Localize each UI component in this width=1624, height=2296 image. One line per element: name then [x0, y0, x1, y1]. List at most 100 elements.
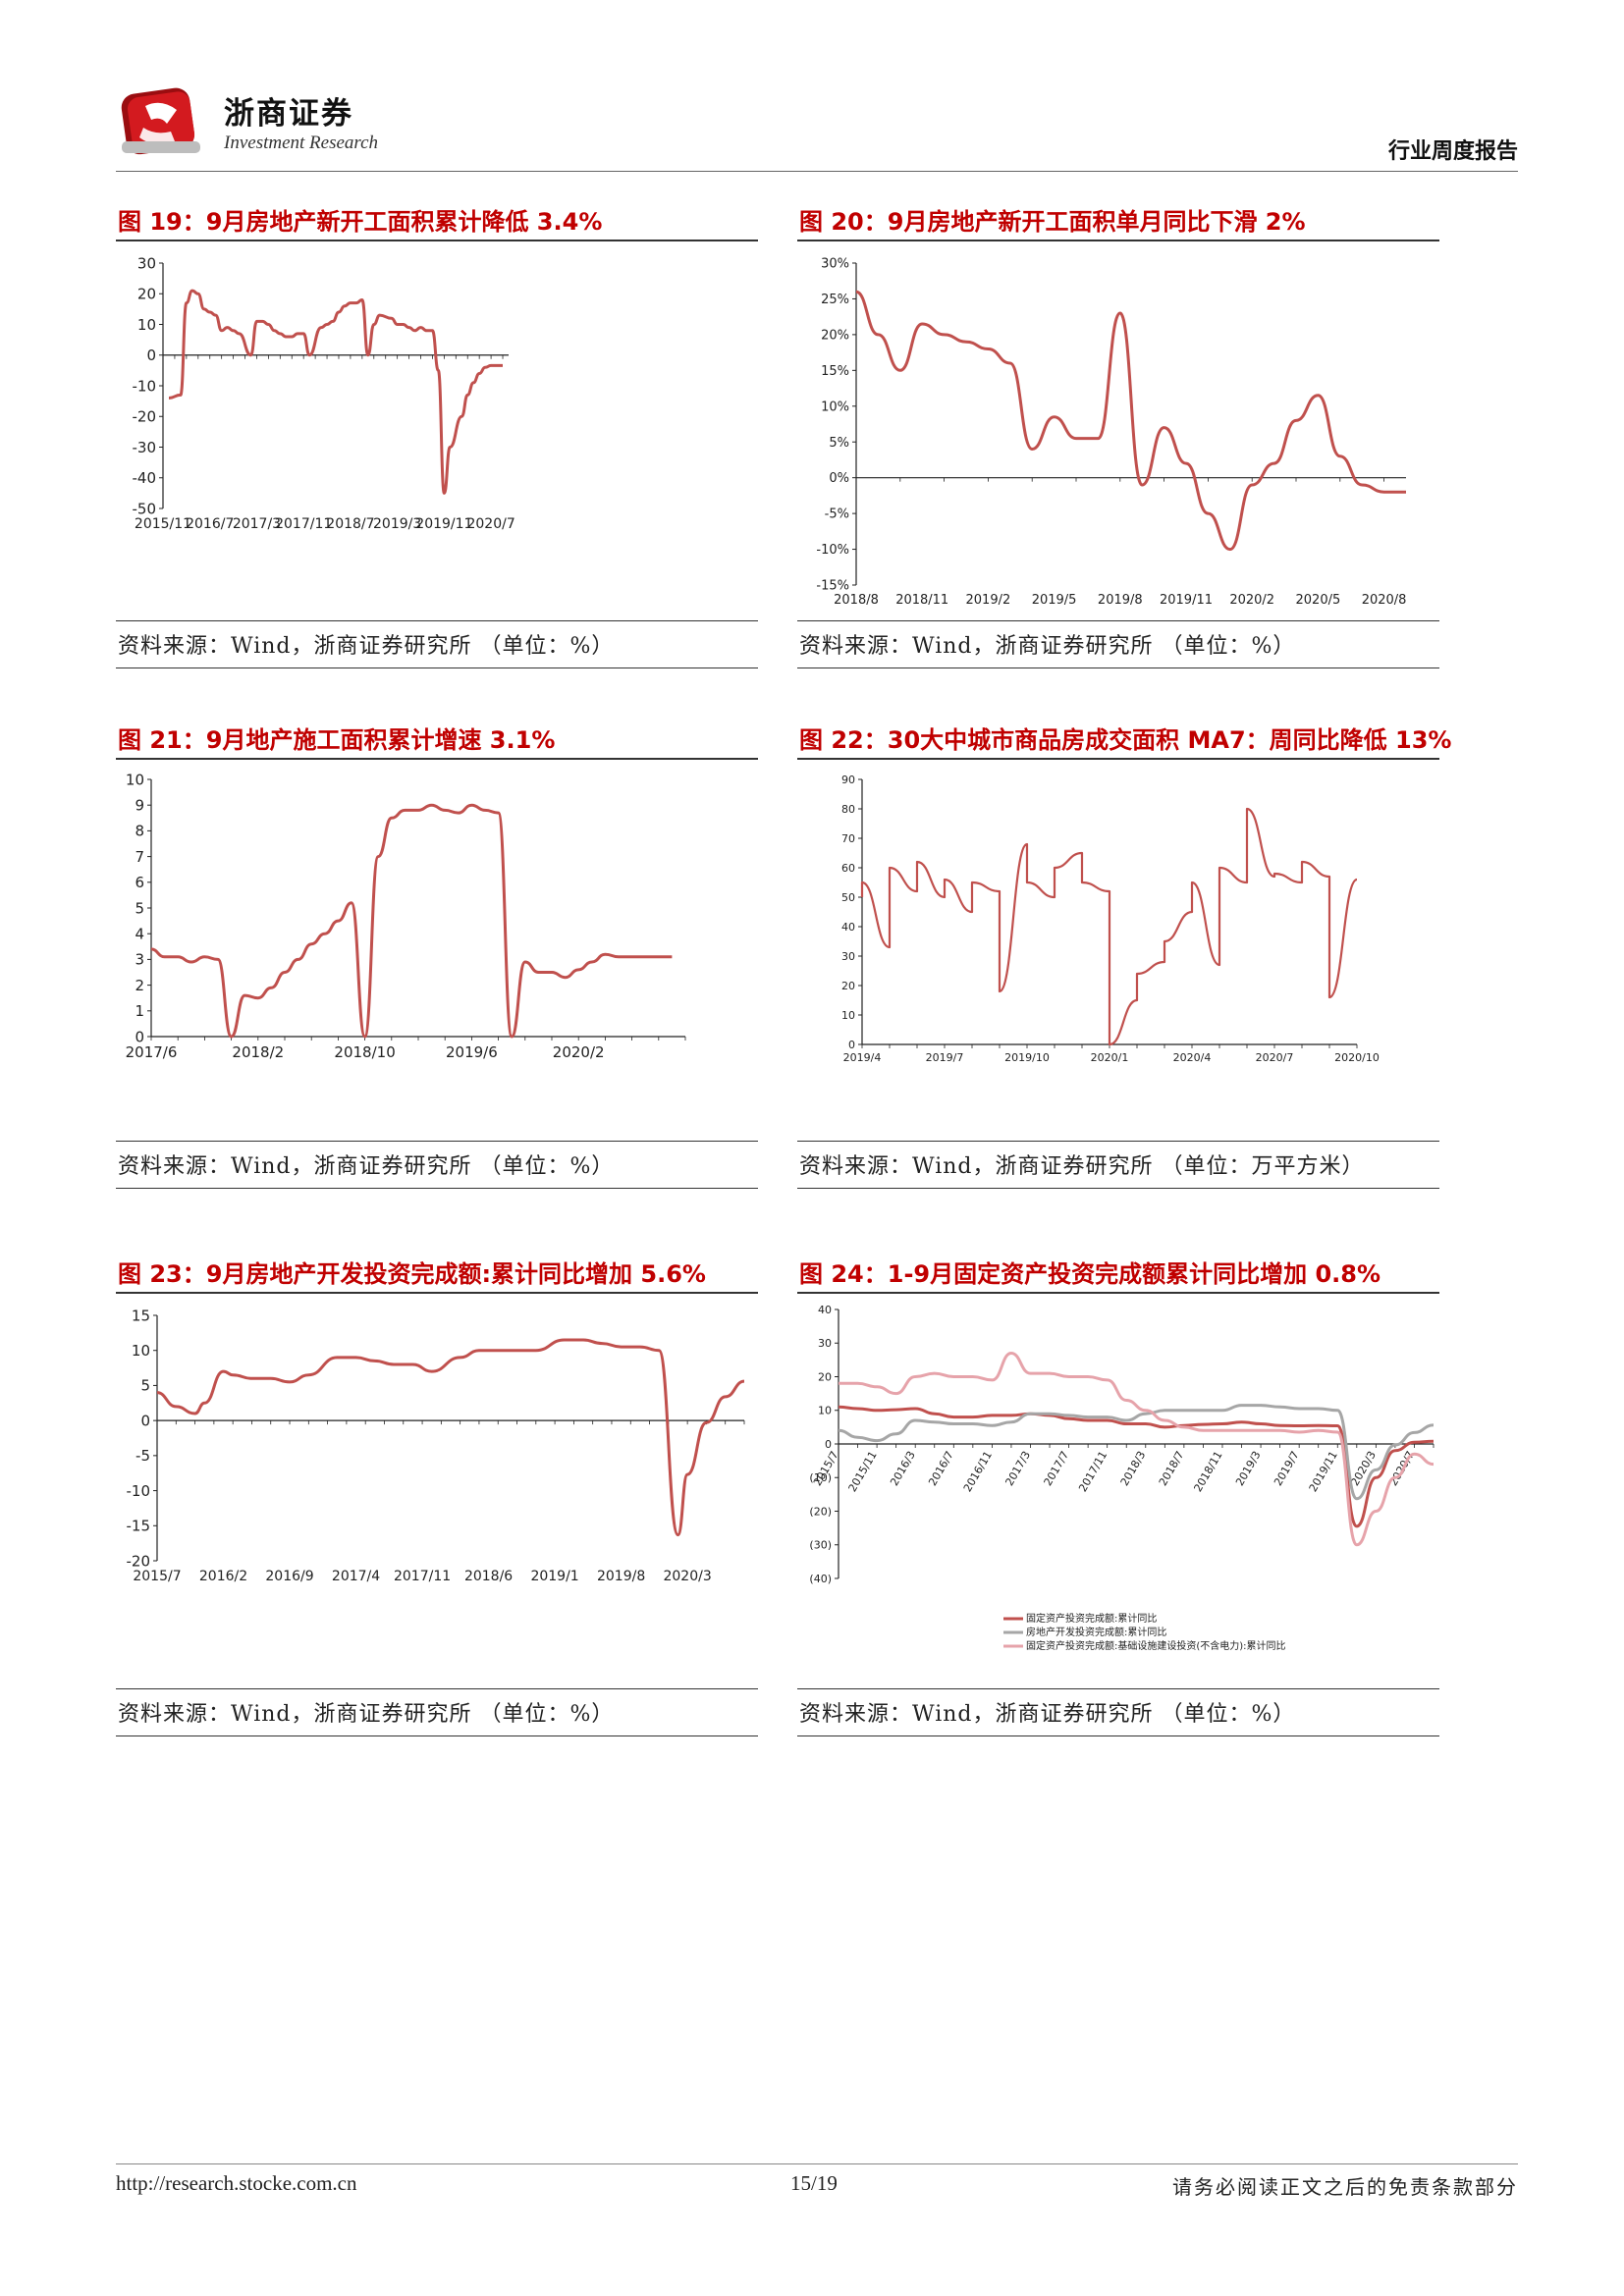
y-tick-label: 30	[818, 1337, 832, 1350]
x-tick-label: 2017/7	[1042, 1449, 1072, 1488]
x-tick-label: 2016/11	[961, 1449, 995, 1494]
figure-20: 图 20：9月房地产新开工面积单月同比下滑 2% 30% 25% 20% 15% 10%…	[797, 202, 1439, 673]
y-tick-label: 0	[825, 1438, 832, 1451]
x-tick-label: 2019/4	[843, 1051, 882, 1064]
header-divider	[116, 171, 1518, 172]
y-tick-label: 4	[135, 925, 144, 942]
series-line-0	[150, 803, 673, 1039]
x-tick-label: 2019/2	[966, 593, 1011, 608]
series-line-2	[839, 1352, 1435, 1547]
series-line-1	[838, 1404, 1435, 1501]
x-tick-label: 2020/7	[1256, 1051, 1294, 1064]
x-tick-label: 2016/7	[186, 516, 234, 532]
y-tick-label: 5%	[829, 436, 849, 451]
y-tick-label: 0	[146, 347, 156, 364]
y-tick-label: 40	[818, 1304, 832, 1316]
y-tick-label: -5	[135, 1447, 150, 1465]
report-type: 行业周度报告	[1387, 139, 1518, 164]
y-tick-label: -40	[133, 469, 157, 487]
x-tick-label: 2019/5	[1032, 593, 1077, 608]
y-tick-label: 30	[137, 254, 156, 272]
source-divider-bottom	[797, 1735, 1439, 1736]
x-tick-label: 2018/10	[334, 1043, 395, 1061]
y-tick-label: -5%	[825, 507, 849, 522]
x-tick-label: 2020/7	[466, 516, 514, 532]
figure-22: 图 22：30大中城市商品房成交面积 MA7：周同比降低 13% 90 80 70 6…	[797, 721, 1451, 1192]
figure-title: 图 23：9月房地产开发投资完成额:累计同比增加 5.6%	[118, 1260, 706, 1288]
x-tick-label: 2019/3	[1233, 1449, 1264, 1488]
x-tick-label: 2020/8	[1362, 593, 1407, 608]
x-tick-label: 2018/2	[232, 1043, 284, 1061]
source-divider-bottom	[116, 667, 758, 668]
y-tick-label: -20	[133, 408, 157, 426]
y-tick-label: 10	[818, 1405, 832, 1417]
y-tick-label: (10)	[809, 1471, 832, 1484]
y-tick-label: 20	[818, 1370, 832, 1383]
title-divider	[797, 1292, 1439, 1294]
title-divider	[797, 758, 1439, 760]
y-tick-label: 10	[132, 1342, 150, 1360]
x-tick-label: 2020/4	[1173, 1051, 1212, 1064]
y-tick-label: 20	[841, 980, 855, 992]
x-tick-label: 2017/3	[1002, 1449, 1033, 1488]
x-tick-label: 2019/8	[597, 1569, 645, 1584]
y-tick-label: 9	[135, 796, 144, 814]
series-line-0	[860, 807, 1358, 1046]
series-line-0	[855, 290, 1406, 552]
figure-title: 图 21：9月地产施工面积累计增速 3.1%	[118, 726, 556, 754]
y-tick-label: -10	[127, 1482, 151, 1500]
chart-figure-20: 30% 25% 20% 15% 10% 5% 0% -5% -10% -15%2018/8 2018…	[816, 257, 1407, 608]
y-tick-label: (30)	[809, 1539, 832, 1552]
y-tick-label: 15%	[821, 364, 849, 379]
x-tick-label: 2018/7	[1157, 1449, 1187, 1488]
legend-label: 固定资产投资完成额:累计同比	[1026, 1612, 1157, 1625]
figure-title: 图 22：30大中城市商品房成交面积 MA7：周同比降低 13%	[799, 726, 1452, 754]
y-tick-label: -10%	[816, 543, 849, 558]
source-divider-bottom	[116, 1188, 758, 1189]
footer-url[interactable]: http://research.stocke.com.cn	[116, 2171, 357, 2195]
brand-name-en: Investment Research	[224, 133, 379, 153]
x-tick-label: 2020/3	[1348, 1449, 1379, 1488]
x-tick-label: 2018/6	[464, 1569, 513, 1584]
x-tick-label: 2018/8	[834, 593, 879, 608]
y-tick-label: 8	[135, 823, 144, 840]
y-tick-label: 3	[135, 951, 144, 969]
title-divider	[116, 1292, 758, 1294]
y-tick-label: 2	[135, 977, 144, 994]
figure-title: 图 19：9月房地产新开工面积累计降低 3.4%	[118, 208, 603, 236]
y-tick-label: 40	[841, 921, 855, 934]
disclaimer-note: 请务必阅读正文之后的免责条款部分	[1172, 2175, 1518, 2199]
brand-name-cn: 浙商证券	[224, 96, 353, 132]
y-tick-label: 5	[135, 899, 144, 917]
x-tick-label: 2019/7	[1272, 1449, 1302, 1488]
figure-21: 图 21：9月地产施工面积累计增速 3.1% 10 9 8 7 6 5 4 3 2 1 0 2017/…	[116, 721, 758, 1192]
y-tick-label: 50	[841, 891, 855, 904]
title-divider	[797, 240, 1439, 241]
series-line-0	[168, 289, 503, 495]
series-line-0	[838, 1405, 1435, 1528]
source-divider	[116, 620, 758, 621]
x-tick-label: 2018/7	[326, 516, 374, 532]
figure-23: 图 23：9月房地产开发投资完成额:累计同比增加 5.6% 15 10 5 0 -5 -1…	[116, 1255, 758, 1745]
source-note: 资料来源：Wind，浙商证券研究所 （单位：%）	[799, 634, 1296, 659]
x-tick-label: 2019/6	[446, 1043, 498, 1061]
y-tick-label: 0	[135, 1028, 144, 1045]
x-tick-label: 2017/6	[126, 1043, 178, 1061]
y-tick-label: -15%	[816, 579, 849, 594]
source-divider	[797, 1141, 1439, 1142]
y-tick-label: 0	[848, 1039, 855, 1051]
x-tick-label: 2019/3	[373, 516, 421, 532]
chart-figure-19: 3020100-10-20-30-40-502015/112016/72017/…	[133, 254, 515, 532]
y-tick-label: -20	[127, 1552, 151, 1570]
y-tick-label: 20%	[821, 328, 849, 343]
x-tick-label: 2017/11	[275, 516, 332, 532]
x-tick-label: 2019/11	[1160, 593, 1213, 608]
y-tick-label: 1	[135, 1002, 144, 1020]
x-tick-label: 2017/3	[233, 516, 281, 532]
source-note: 资料来源：Wind，浙商证券研究所 （单位：万平方米）	[799, 1154, 1365, 1179]
y-tick-label: 10	[126, 771, 144, 788]
y-tick-label: -50	[133, 500, 157, 517]
x-tick-label: 2018/3	[1118, 1449, 1149, 1488]
x-tick-label: 2019/7	[926, 1051, 964, 1064]
source-note: 资料来源：Wind，浙商证券研究所 （单位：%）	[118, 634, 615, 659]
